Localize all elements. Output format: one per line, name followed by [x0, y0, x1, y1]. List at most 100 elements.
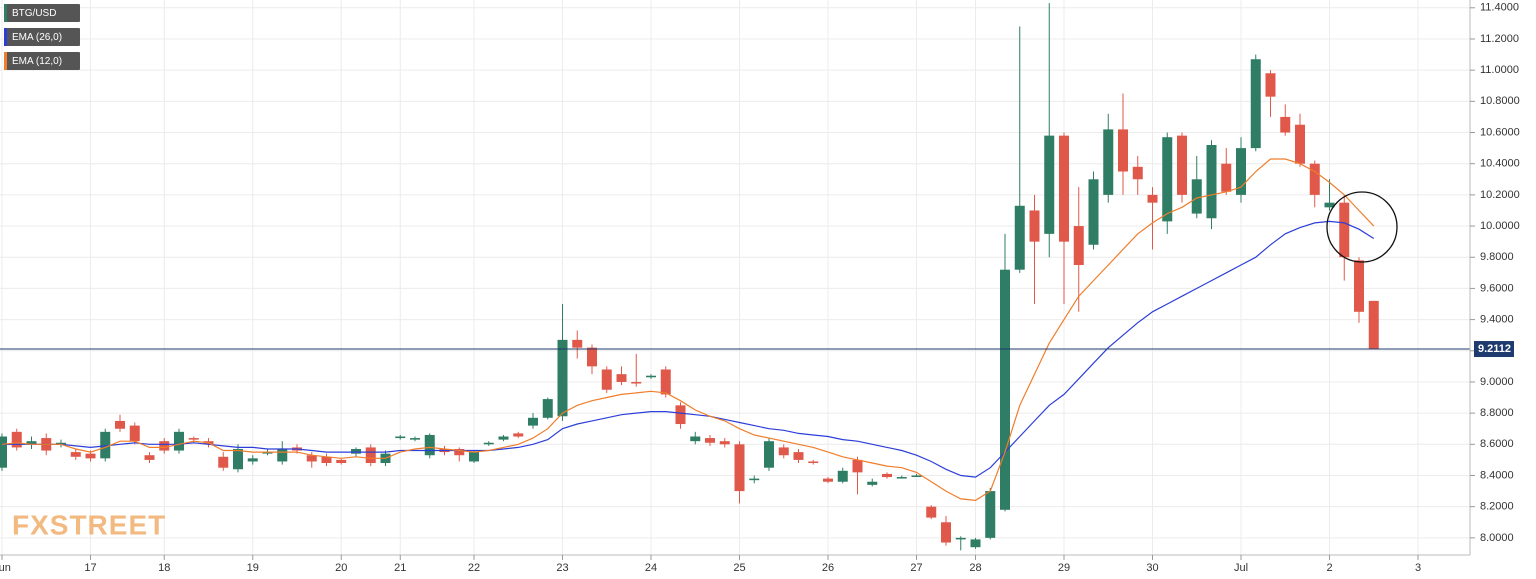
- y-tick-label: 11.0000: [1480, 64, 1519, 76]
- candle-body: [159, 441, 170, 451]
- x-tick-label: 22: [468, 562, 480, 574]
- candle-body: [56, 442, 66, 445]
- candle-body: [837, 470, 848, 482]
- candle-body: [572, 339, 583, 348]
- x-tick-label: Jul: [1234, 562, 1248, 574]
- candle-body: [1177, 135, 1187, 195]
- watermark: FXSTREET: [12, 509, 166, 540]
- candle-body: [601, 369, 612, 390]
- candle-body: [498, 436, 509, 440]
- x-tick-label: 21: [394, 562, 406, 574]
- ema-line: [1, 158, 1375, 502]
- x-tick-label: 29: [1058, 562, 1070, 574]
- candle-body: [174, 431, 184, 451]
- candle-body: [719, 441, 730, 445]
- candle-body: [941, 522, 951, 543]
- legend-swatch: [4, 52, 7, 70]
- candle-body: [690, 436, 701, 442]
- candle-body: [129, 425, 140, 442]
- candle-body: [1206, 144, 1217, 219]
- legend-swatch: [4, 28, 7, 46]
- candle-body: [778, 447, 789, 456]
- y-tick-label: 11.4000: [1480, 2, 1519, 14]
- x-tick-label: 23: [556, 562, 568, 574]
- candle-body: [321, 456, 332, 464]
- x-tick-label: 30: [1146, 562, 1158, 574]
- x-tick-label: Jun: [0, 562, 11, 574]
- candle-body: [306, 455, 317, 462]
- candle-body: [882, 473, 892, 478]
- x-tick-label: 2: [1326, 562, 1332, 574]
- legend-label: EMA (12,0): [12, 56, 62, 67]
- candle-body: [410, 438, 420, 440]
- candle-body: [218, 456, 229, 468]
- candle-body: [1118, 129, 1128, 172]
- legend-label: EMA (26,0): [12, 32, 62, 43]
- candle-body: [1324, 202, 1335, 208]
- candle-body: [70, 452, 81, 457]
- candle-body: [1000, 269, 1010, 510]
- x-tick-label: 25: [733, 562, 745, 574]
- y-tick-label: 9.0000: [1480, 376, 1514, 388]
- last-price-tag: [1474, 341, 1514, 358]
- candle-body: [734, 444, 745, 492]
- candle-body: [867, 481, 878, 485]
- candle-body: [646, 375, 656, 378]
- candle-body: [1236, 148, 1246, 195]
- x-tick-label: 26: [822, 562, 834, 574]
- candle-body: [705, 438, 715, 443]
- candle-body: [823, 478, 833, 482]
- y-tick-label: 11.2000: [1480, 33, 1519, 45]
- candle-body: [85, 453, 96, 459]
- candle-body: [1044, 135, 1055, 234]
- candle-body: [926, 506, 937, 518]
- y-tick-label: 8.6000: [1480, 438, 1514, 450]
- candle-body: [631, 381, 642, 384]
- candle-body: [115, 420, 125, 429]
- candle-body: [365, 447, 376, 464]
- candle-body: [351, 448, 361, 454]
- x-tick-label: 20: [335, 562, 347, 574]
- x-tick-label: 18: [158, 562, 170, 574]
- candle-body: [1309, 163, 1320, 195]
- candle-body: [0, 436, 7, 468]
- candle-body: [911, 475, 922, 477]
- legend-box: [4, 4, 80, 22]
- candle-body: [1295, 124, 1305, 164]
- annotation-circle: [1326, 191, 1398, 263]
- y-tick-label: 10.0000: [1480, 220, 1520, 232]
- x-tick-label: 3: [1415, 562, 1421, 574]
- y-tick-label: 8.0000: [1480, 532, 1514, 544]
- candle-body: [1147, 194, 1158, 203]
- candle-body: [1339, 202, 1350, 258]
- candle-body: [793, 452, 804, 460]
- candle-body: [1221, 163, 1232, 192]
- candle-body: [808, 461, 819, 464]
- candle-body: [542, 399, 553, 418]
- candle-body: [513, 433, 524, 437]
- candle-body: [100, 431, 111, 459]
- candle-body: [1029, 210, 1040, 242]
- candle-body: [1250, 59, 1261, 149]
- candle-body: [985, 491, 996, 538]
- candle-body: [764, 441, 774, 468]
- candle-body: [1162, 137, 1173, 222]
- candle-body: [262, 452, 273, 454]
- y-tick-label: 8.2000: [1480, 501, 1514, 513]
- candle-body: [247, 458, 258, 462]
- candle-body: [1073, 226, 1084, 266]
- y-tick-label: 10.4000: [1480, 158, 1520, 170]
- last-price-label: 9.2112: [1478, 343, 1511, 355]
- candle-body: [852, 459, 863, 473]
- candle-body: [1280, 116, 1291, 133]
- candle-body: [955, 537, 966, 540]
- candle-body: [469, 452, 479, 462]
- marks: [0, 3, 1470, 551]
- legend-box: [4, 52, 80, 70]
- candle-body: [1354, 260, 1364, 312]
- candle-body: [336, 459, 347, 464]
- candle-body: [1088, 179, 1099, 245]
- candle-body: [1191, 179, 1202, 214]
